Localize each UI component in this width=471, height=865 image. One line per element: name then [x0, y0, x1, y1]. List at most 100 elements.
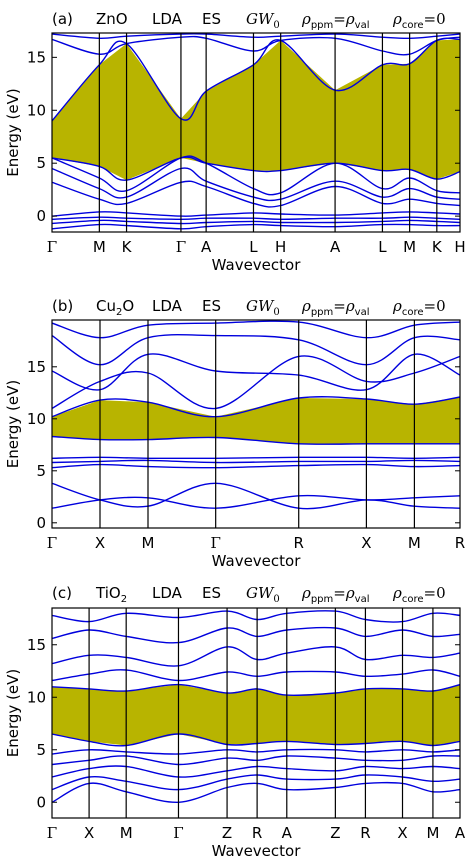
- x-tick-label: R: [360, 824, 370, 842]
- band-line-3: [52, 463, 460, 469]
- x-tick-label: X: [84, 824, 94, 842]
- functional-label: LDA: [152, 10, 183, 28]
- x-tick-label: K: [432, 238, 443, 256]
- x-tick-label: A: [330, 238, 341, 256]
- band-line-6: [52, 155, 460, 196]
- band-line-4: [52, 459, 460, 464]
- material-label: Cu2O: [96, 297, 134, 318]
- band-line-8: [52, 669, 460, 682]
- rho-ppm-eq: ρppm=ρval: [301, 10, 370, 31]
- band-line-1: [52, 223, 460, 230]
- x-tick-label: R: [455, 534, 465, 552]
- band-line-9: [52, 646, 460, 667]
- y-tick-label: 15: [27, 636, 46, 654]
- material-suffix: O: [122, 297, 134, 315]
- rho-symbol: ρ: [392, 10, 402, 28]
- panel-title: (a) ZnO LDA ES GW0 ρppm=ρval ρcore=0: [52, 10, 446, 31]
- axes-frame: [51, 32, 461, 233]
- y-tick-label: 0: [36, 514, 46, 532]
- x-tick-label: Γ: [176, 238, 186, 256]
- rho-subscript: ppm: [311, 20, 333, 31]
- method-subscript: 0: [273, 307, 279, 318]
- material-name: ZnO: [96, 10, 128, 28]
- x-tick-label: M: [120, 824, 133, 842]
- band-line-10: [52, 334, 460, 366]
- es-label: ES: [202, 10, 221, 28]
- plot-area: [52, 33, 460, 230]
- band-line-7: [52, 396, 460, 418]
- y-axis-label: Energy (eV): [4, 669, 22, 757]
- x-tick-label: M: [408, 534, 421, 552]
- x-axis-label: Wavevector: [212, 552, 302, 570]
- band-line-1: [52, 781, 460, 804]
- es-label: ES: [202, 297, 221, 315]
- es-label: ES: [202, 584, 221, 602]
- x-axis-label: Wavevector: [212, 842, 302, 860]
- x-tick-label: Γ: [210, 534, 220, 552]
- rho-subscript: ppm: [311, 594, 333, 605]
- band-gap-fill: [52, 684, 460, 746]
- rho-core-eq: ρcore=0: [392, 10, 446, 31]
- material-subscript: 2: [116, 307, 122, 318]
- y-axis-label: Energy (eV): [4, 88, 22, 176]
- band-line-9: [52, 353, 460, 391]
- x-tick-label: H: [275, 238, 286, 256]
- x-tick-label: M: [142, 534, 155, 552]
- rho-subscript: val: [355, 307, 370, 318]
- x-tick-label: Γ: [173, 824, 183, 842]
- band-line-5: [52, 156, 460, 181]
- rho-subscript: ppm: [311, 307, 333, 318]
- panel-tag: (a): [52, 10, 73, 28]
- x-tick-label: L: [378, 238, 387, 256]
- functional-label: LDA: [152, 297, 183, 315]
- x-tick-label: A: [282, 824, 293, 842]
- band-line-11: [52, 33, 460, 40]
- panel-title: (c) TiO2 LDA ES GW0 ρppm=ρval ρcore=0: [52, 584, 446, 605]
- x-tick-label: L: [249, 238, 258, 256]
- y-tick-label: 0: [36, 207, 46, 225]
- rho-ppm-eq: ρppm=ρval: [301, 297, 370, 318]
- band-line-4: [52, 211, 460, 217]
- band-line-2: [52, 482, 460, 510]
- y-tick-label: 10: [27, 101, 46, 119]
- y-tick-label: 10: [27, 410, 46, 428]
- method-name: GW: [246, 297, 275, 315]
- panel-tag: (c): [52, 584, 72, 602]
- equals-zero: =0: [424, 584, 446, 602]
- panel-title: (b) Cu2O LDA ES GW0 ρppm=ρval ρcore=0: [52, 297, 446, 318]
- x-tick-label: Γ: [47, 534, 57, 552]
- band-line-7: [52, 683, 460, 696]
- plot-area: [52, 320, 460, 510]
- equals-sign: =: [333, 297, 346, 315]
- rho-symbol: ρ: [345, 584, 355, 602]
- rho-subscript: core: [402, 20, 424, 31]
- band-line-8: [52, 355, 460, 410]
- panel-tag: (b): [52, 297, 73, 315]
- material-label: ZnO: [96, 10, 128, 28]
- y-tick-label: 5: [36, 741, 46, 759]
- band-line-8: [52, 180, 460, 208]
- method-label: GW0: [246, 297, 280, 318]
- x-tick-label: X: [397, 824, 407, 842]
- y-tick-label: 10: [27, 688, 46, 706]
- band-gap-fill: [52, 397, 460, 444]
- rho-subscript: val: [355, 594, 370, 605]
- band-line-11: [52, 320, 460, 339]
- method-label: GW0: [246, 584, 280, 605]
- band-line-10: [52, 626, 460, 644]
- band-line-4: [52, 754, 460, 766]
- rho-symbol: ρ: [392, 297, 402, 315]
- x-tick-label: R: [294, 534, 304, 552]
- y-axis-label: Energy (eV): [4, 380, 22, 468]
- method-subscript: 0: [273, 20, 279, 31]
- band-line-1: [52, 494, 460, 509]
- axes-frame: [51, 607, 461, 819]
- equals-sign: =: [333, 10, 346, 28]
- x-tick-label: M: [426, 824, 439, 842]
- x-tick-label: A: [455, 824, 466, 842]
- axes-frame: [51, 319, 461, 529]
- x-tick-label: X: [95, 534, 105, 552]
